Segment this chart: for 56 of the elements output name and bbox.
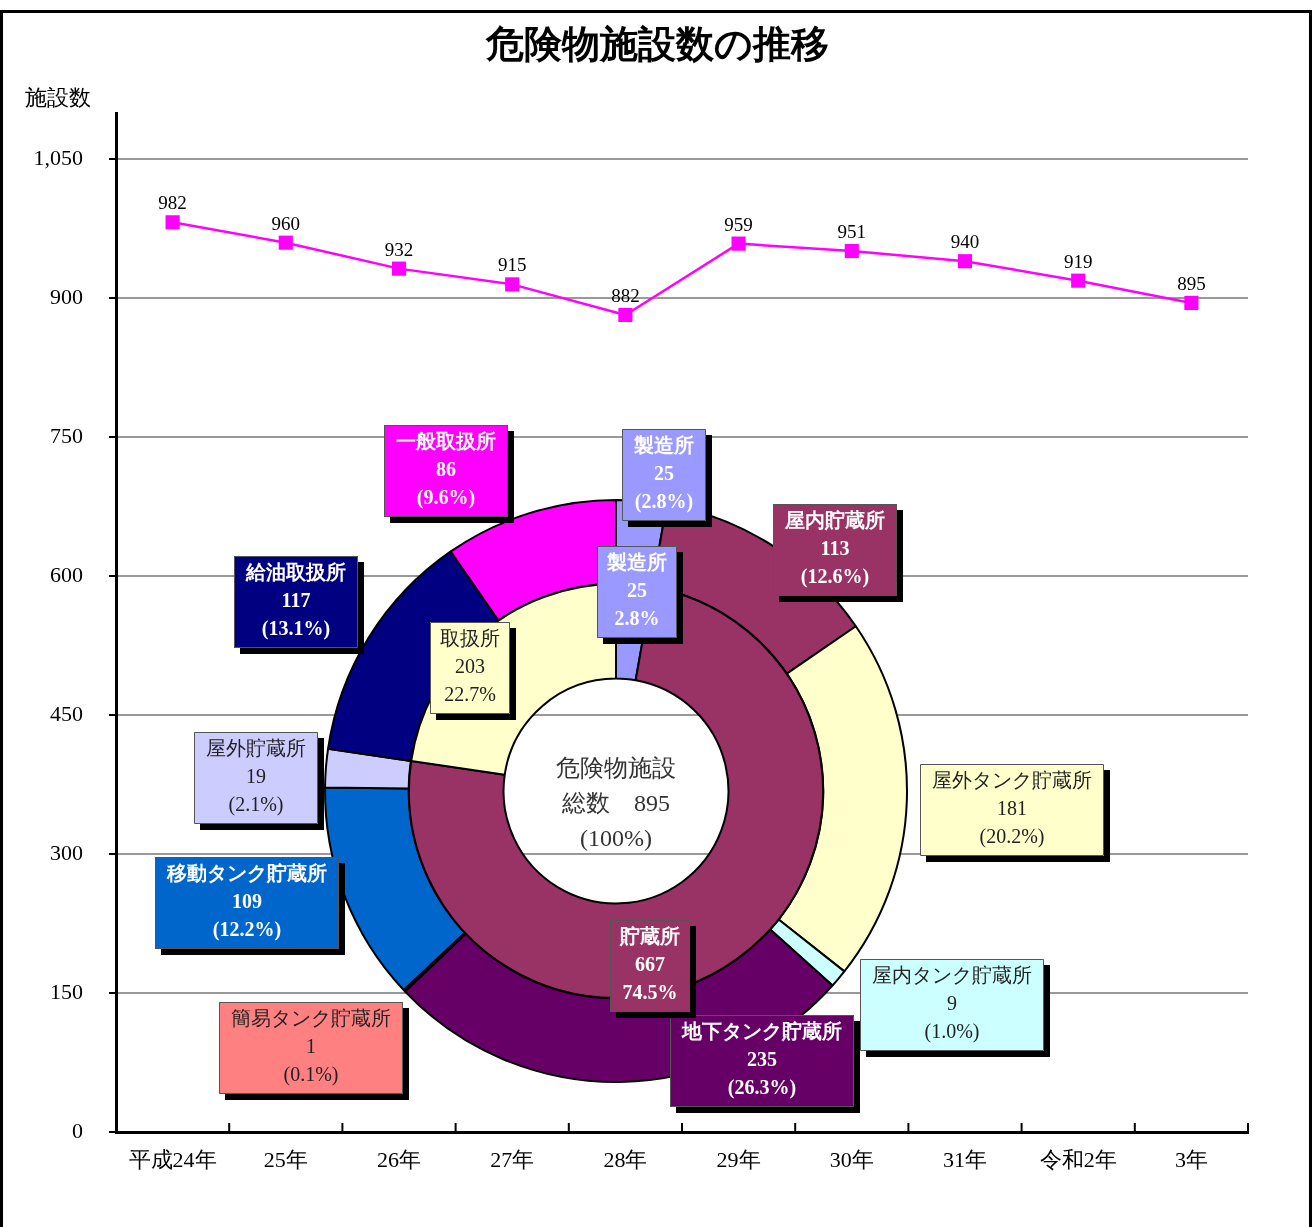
x-tick-label: 3年 (1174, 1146, 1208, 1172)
x-tick-label: 29年 (716, 1146, 761, 1172)
slice-label: 一般取扱所 (396, 430, 496, 453)
slice-label: 貯蔵所 (619, 925, 680, 948)
x-tick-label: 28年 (603, 1146, 648, 1172)
y-tick-label: 900 (50, 284, 83, 310)
data-label: 1 (0.1%) (283, 1035, 339, 1087)
data-label: 25 (2.8%) (634, 462, 694, 514)
y-axis-title: 施設数 (25, 84, 91, 110)
y-tick-label: 600 (50, 561, 83, 587)
data-label: 19 (2.1%) (228, 765, 284, 817)
x-tick-label: 26年 (377, 1146, 421, 1172)
x-tick-label: 27年 (490, 1146, 535, 1172)
annotation: 危険物施設総数 895 (100%) (556, 755, 676, 852)
data-label: 895 (1177, 272, 1206, 294)
data-label: 203 22.7% (444, 655, 496, 706)
data-label: 109 (12.2%) (212, 890, 282, 942)
data-label: 959 (724, 213, 753, 235)
data-label: 86 (9.6%) (416, 458, 476, 510)
data-label: 982 (158, 192, 187, 214)
x-tick-label: 25年 (263, 1146, 308, 1172)
x-tick-label: 30年 (829, 1146, 874, 1172)
data-label: 960 (271, 212, 301, 234)
slice-label: 地下タンク貯蔵所 (681, 1020, 842, 1043)
slice-label: 給油取扱所 (245, 561, 346, 584)
data-label: 882 (611, 284, 640, 306)
slice-label: 屋外タンク貯蔵所 (932, 769, 1092, 792)
data-label: 951 (837, 221, 867, 243)
data-label: 919 (1063, 250, 1093, 272)
data-label: 915 (497, 254, 527, 276)
data-label: 9 (1.0%) (924, 992, 980, 1044)
data-label: 667 74.5% (622, 953, 678, 1004)
data-label: 932 (384, 238, 414, 260)
data-label: 117 (13.1%) (261, 589, 331, 641)
slice-label: 屋内貯蔵所 (784, 509, 885, 532)
data-label: 113 (12.6%) (800, 537, 870, 589)
slice-label: 製造所 (606, 551, 667, 574)
slice-label: 簡易タンク貯蔵所 (231, 1007, 391, 1030)
x-tick-label: 平成24年 (128, 1146, 217, 1172)
data-label: 940 (950, 231, 980, 253)
slice-label: 製造所 (633, 434, 694, 457)
y-tick-label: 450 (50, 700, 83, 726)
x-tick-label: 31年 (943, 1146, 987, 1172)
data-label: 235 (26.3%) (727, 1048, 797, 1100)
y-tick-label: 150 (50, 978, 83, 1004)
y-tick-label: 0 (72, 1117, 83, 1143)
slice-label: 屋外貯蔵所 (206, 737, 306, 760)
x-tick-label: 令和2年 (1039, 1146, 1117, 1172)
chart-title: 危険物施設数の推移 (484, 22, 829, 65)
slice-label: 取扱所 (440, 627, 500, 650)
data-label: 181 (20.2%) (979, 797, 1045, 849)
slice-label: 屋内タンク貯蔵所 (872, 964, 1032, 987)
slice-label: 移動タンク貯蔵所 (166, 862, 327, 885)
y-tick-label: 300 (50, 839, 83, 865)
y-tick-label: 1,050 (33, 145, 83, 171)
y-tick-label: 750 (50, 423, 83, 449)
